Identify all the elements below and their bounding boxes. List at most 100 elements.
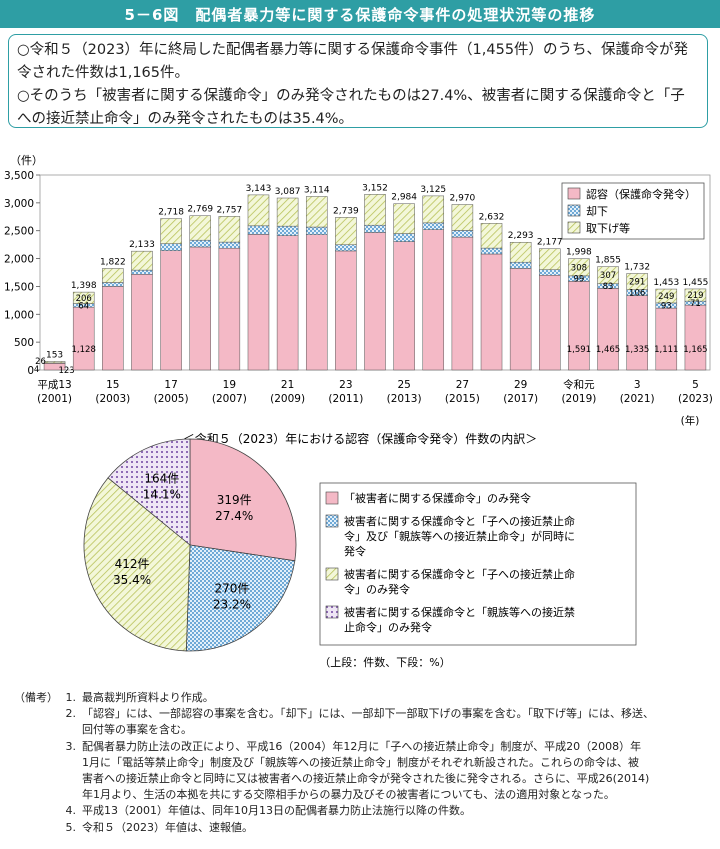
pie-count-label: 412件 bbox=[115, 557, 150, 571]
bar-total-label: 1,732 bbox=[624, 263, 650, 273]
x-tick-year: (2015) bbox=[445, 393, 480, 405]
bar-value-label: 1,335 bbox=[625, 345, 649, 355]
bar-dismiss bbox=[422, 222, 445, 230]
pie-legend: 「被害者に関する保護命令」のみ発令被害者に関する保護命令と「子への接近禁止命令」… bbox=[319, 482, 637, 646]
bar-value-label: 4 bbox=[34, 365, 39, 375]
summary-line-2: ○そのうち「被害者に関する保護命令」のみ発令されたものは27.4%、被害者に関す… bbox=[17, 88, 685, 127]
pie-legend-label: 被害者に関する保護命令と「親族等への接近禁 bbox=[344, 605, 575, 619]
pie-chart: ＜令和５（2023）年における認容（保護命令発令）件数の内訳＞ 319件 27.4… bbox=[83, 431, 637, 669]
pie-title: ＜令和５（2023）年における認容（保護命令発令）件数の内訳＞ bbox=[183, 431, 538, 446]
note-line: 2. 「認容」には、一部認容の事案を含む。「却下」には、一部却下一部取下げの事案を… bbox=[65, 707, 655, 721]
notes: （備考） 1. 最高裁判所資料より作成。 2. 「認容」には、一部認容の事案を含む。「却… bbox=[14, 690, 714, 836]
y-tick-label: 500 bbox=[14, 337, 34, 349]
bar-approve bbox=[189, 246, 211, 371]
bar-value-label: 219 bbox=[687, 291, 703, 301]
bar-withdraw bbox=[568, 258, 590, 277]
bar-value-label: 123 bbox=[58, 366, 74, 376]
year-unit-label: (年) bbox=[681, 414, 700, 427]
bar-total-label: 2,984 bbox=[391, 193, 417, 203]
bar-value-label: 99 bbox=[573, 275, 584, 285]
bar-approve bbox=[684, 304, 707, 371]
bar-approve bbox=[597, 288, 619, 371]
bar-withdraw bbox=[276, 197, 299, 227]
pie-legend-swatch bbox=[325, 491, 339, 505]
bar-withdraw bbox=[305, 196, 328, 228]
pie-legend-swatch bbox=[325, 605, 339, 619]
bar-total-label: 1,998 bbox=[566, 248, 592, 258]
bar-total-label: 3,152 bbox=[362, 183, 388, 193]
pie-percent-label: 35.4% bbox=[113, 573, 151, 587]
bar-approve bbox=[247, 234, 270, 371]
bar-approve bbox=[335, 250, 357, 371]
bar-dismiss bbox=[218, 241, 241, 249]
x-tick-label: 17 bbox=[164, 379, 177, 391]
bar-value-label: 291 bbox=[629, 278, 645, 288]
pie-legend-label: 止命令」のみ発令 bbox=[344, 620, 432, 634]
pie-legend-box bbox=[319, 482, 637, 646]
bar-value-label: 1,111 bbox=[654, 345, 678, 355]
bar-dismiss bbox=[480, 247, 503, 255]
figure-title: 5－6図 配偶者暴力等に関する保護命令事件の処理状況等の推移 bbox=[0, 0, 720, 28]
bar-value-label: 206 bbox=[76, 294, 92, 304]
bar-total-label: 2,632 bbox=[479, 212, 505, 222]
pie-legend-label: 被害者に関する保護命令と「子への接近禁止命 bbox=[344, 514, 575, 528]
bar-total-label: 2,970 bbox=[450, 194, 476, 204]
x-tick-year: (2007) bbox=[212, 393, 247, 405]
bar-approve bbox=[451, 236, 474, 371]
bar-withdraw bbox=[218, 216, 241, 243]
bar-approve bbox=[509, 268, 532, 371]
pie-legend-swatch bbox=[325, 567, 339, 581]
bar-total-label: 2,739 bbox=[333, 206, 359, 216]
bar-total-label: 2,769 bbox=[187, 205, 213, 215]
x-tick-label: 5 bbox=[692, 379, 699, 391]
legend-label-approve: 認容（保護命令発令） bbox=[586, 187, 696, 201]
legend-swatch-withdraw bbox=[567, 221, 581, 234]
bar-approve bbox=[131, 274, 153, 371]
bar-withdraw bbox=[597, 266, 619, 285]
note-line: 5. 令和５（2023）年値は、速報値。 bbox=[65, 820, 254, 834]
note-line: 回付等の事案を含む。 bbox=[82, 723, 192, 737]
y-tick-label: 1,500 bbox=[4, 281, 34, 293]
legend-swatch-dismiss bbox=[567, 204, 581, 217]
bar-approve bbox=[393, 241, 415, 371]
pie-slice-relatives-only bbox=[107, 438, 191, 546]
bar-withdraw bbox=[539, 248, 561, 270]
x-tick-label: 3 bbox=[634, 379, 641, 391]
bar-total-label: 2,757 bbox=[216, 205, 242, 215]
bar-value-label: 64 bbox=[78, 301, 89, 311]
x-tick-label: 平成13 bbox=[37, 379, 71, 391]
bar-withdraw bbox=[626, 273, 648, 290]
bar-total-label: 153 bbox=[46, 350, 63, 360]
bar-value-label: 83 bbox=[603, 282, 614, 292]
x-tick-label: 29 bbox=[514, 379, 527, 391]
legend-swatch-approve bbox=[567, 187, 581, 200]
bar-dismiss bbox=[131, 269, 153, 275]
bar-total-label: 2,293 bbox=[508, 231, 534, 241]
bar-approve bbox=[218, 247, 241, 371]
bar-total-label: 1,398 bbox=[71, 281, 97, 291]
bar-withdraw bbox=[393, 203, 415, 234]
x-tick-label: 21 bbox=[281, 379, 294, 391]
bar-withdraw bbox=[480, 223, 503, 249]
pie-legend-label: 発令 bbox=[344, 544, 366, 558]
pie-slice-child-and-relatives bbox=[185, 544, 296, 652]
x-tick-year: (2003) bbox=[95, 393, 130, 405]
bar-value-label: 1,165 bbox=[683, 345, 707, 355]
pie-slice-victim-only bbox=[189, 438, 297, 562]
bar-value-label: 307 bbox=[600, 271, 616, 281]
x-tick-label: 19 bbox=[223, 379, 236, 391]
pie-legend-label: 令」及び「親族等への接近禁止命令」が同時に bbox=[344, 529, 575, 543]
x-tick-label: 15 bbox=[106, 379, 119, 391]
bar-value-label: 26 bbox=[35, 357, 46, 367]
pie-count-label: 319件 bbox=[217, 493, 252, 507]
summary-line-1: ○令和５（2023）年に終局した配偶者暴力等に関する保護命令事件（1,455件）… bbox=[17, 42, 689, 81]
bar-approve bbox=[626, 295, 648, 371]
pie-legend-swatch bbox=[325, 514, 339, 528]
bar-approve bbox=[364, 232, 386, 371]
bar-withdraw bbox=[509, 241, 532, 263]
pie-legend-label: 被害者に関する保護命令と「子への接近禁止命 bbox=[344, 567, 575, 581]
x-tick-year: (2021) bbox=[620, 393, 655, 405]
bar-withdraw bbox=[247, 194, 270, 227]
bar-dismiss bbox=[364, 224, 386, 233]
bar-dismiss bbox=[509, 261, 532, 269]
